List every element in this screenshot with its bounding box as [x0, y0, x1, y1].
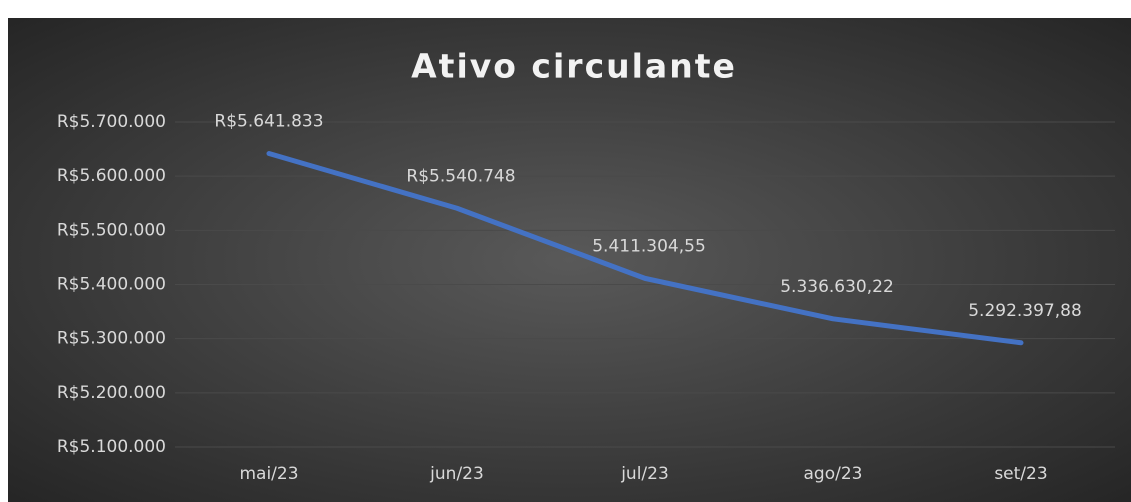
y-tick-label: R$5.200.000	[57, 383, 166, 403]
data-label: 5.336.630,22	[780, 277, 894, 297]
x-tick-label: mai/23	[239, 464, 298, 484]
data-label: 5.292.397,88	[968, 301, 1082, 321]
data-label: R$5.540.748	[406, 166, 515, 186]
x-tick-label: jun/23	[429, 464, 484, 484]
chart-title: Ativo circulante	[411, 47, 737, 86]
y-tick-label: R$5.400.000	[57, 275, 166, 295]
y-tick-label: R$5.500.000	[57, 220, 166, 240]
y-tick-label: R$5.700.000	[57, 112, 166, 132]
x-tick-label: set/23	[994, 464, 1047, 484]
data-label: R$5.641.833	[214, 112, 323, 132]
data-label: 5.411.304,55	[592, 236, 706, 256]
chart-background	[8, 18, 1131, 502]
y-tick-label: R$5.300.000	[57, 329, 166, 349]
x-tick-label: jul/23	[620, 464, 669, 484]
y-tick-label: R$5.600.000	[57, 166, 166, 186]
line-series	[266, 151, 1024, 346]
y-tick-label: R$5.100.000	[57, 437, 166, 457]
x-tick-label: ago/23	[804, 464, 863, 484]
